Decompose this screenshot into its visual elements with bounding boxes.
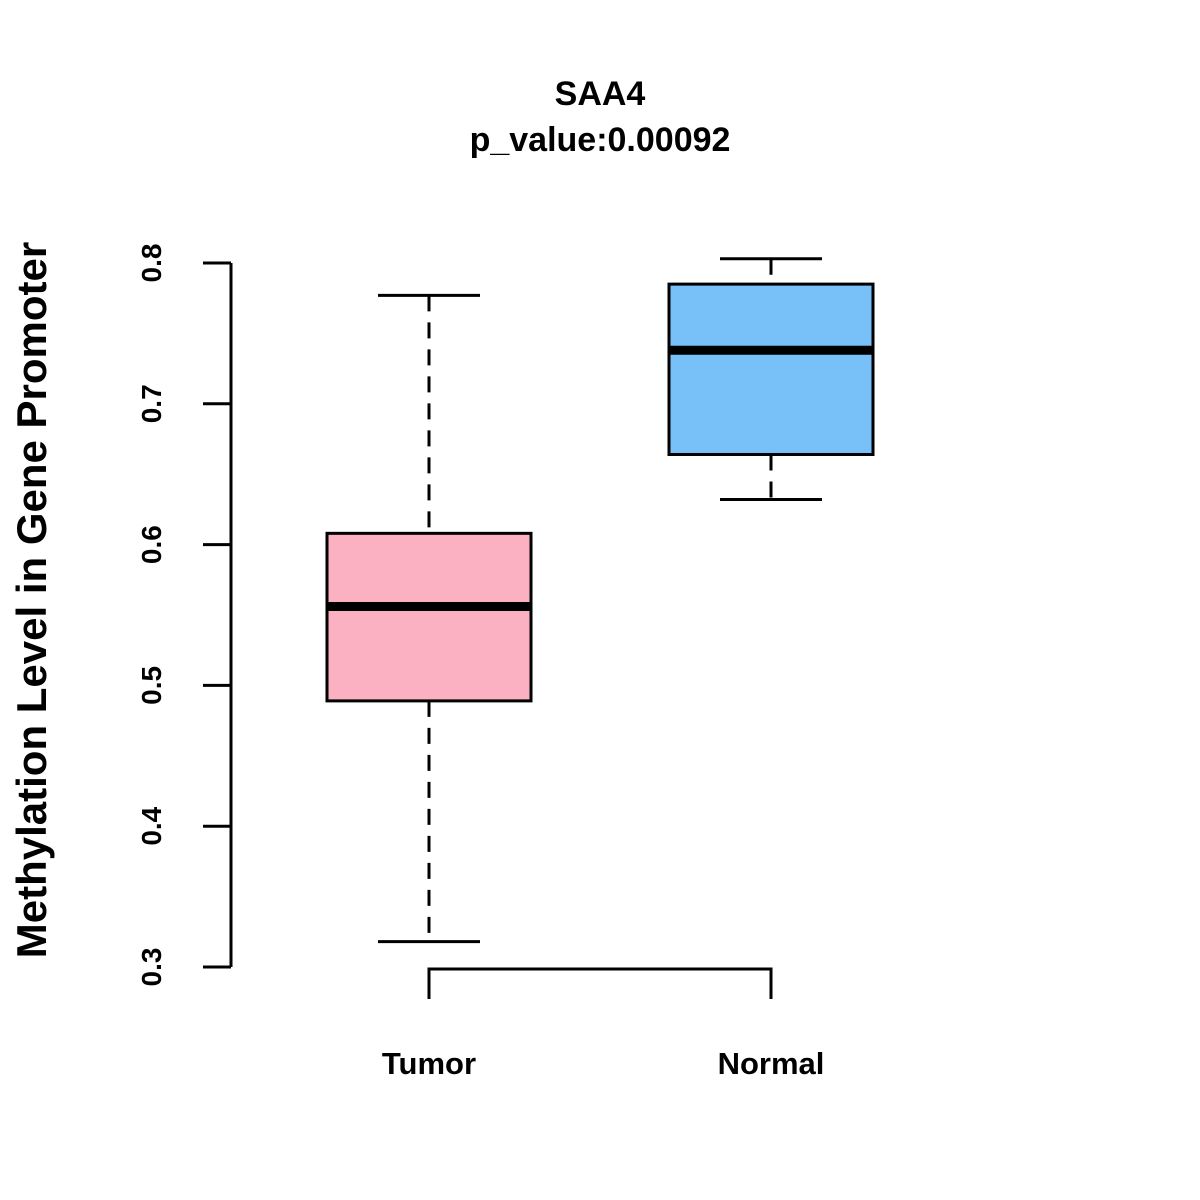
y-tick-label: 0.5 xyxy=(136,666,167,705)
y-tick-label: 0.8 xyxy=(136,244,167,283)
y-axis-label: Methylation Level in Gene Promoter xyxy=(8,242,55,958)
significance-bracket xyxy=(427,967,773,999)
y-tick-label: 0.6 xyxy=(136,525,167,564)
y-tick-label: 0.4 xyxy=(136,806,167,845)
y-tick-label: 0.3 xyxy=(136,948,167,987)
normal-category-label: Normal xyxy=(718,1046,825,1081)
tumor-category-label: Tumor xyxy=(382,1046,476,1081)
y-tick-label: 0.7 xyxy=(136,384,167,423)
normal-box xyxy=(667,282,875,456)
chart-title: SAA4 xyxy=(555,75,646,113)
chart-subtitle: p_value:0.00092 xyxy=(470,121,731,159)
tumor-box xyxy=(325,531,533,703)
plot-area: 0.3 0.4 0.5 0.6 0.7 0.8 Tumor Normal xyxy=(136,244,875,1081)
